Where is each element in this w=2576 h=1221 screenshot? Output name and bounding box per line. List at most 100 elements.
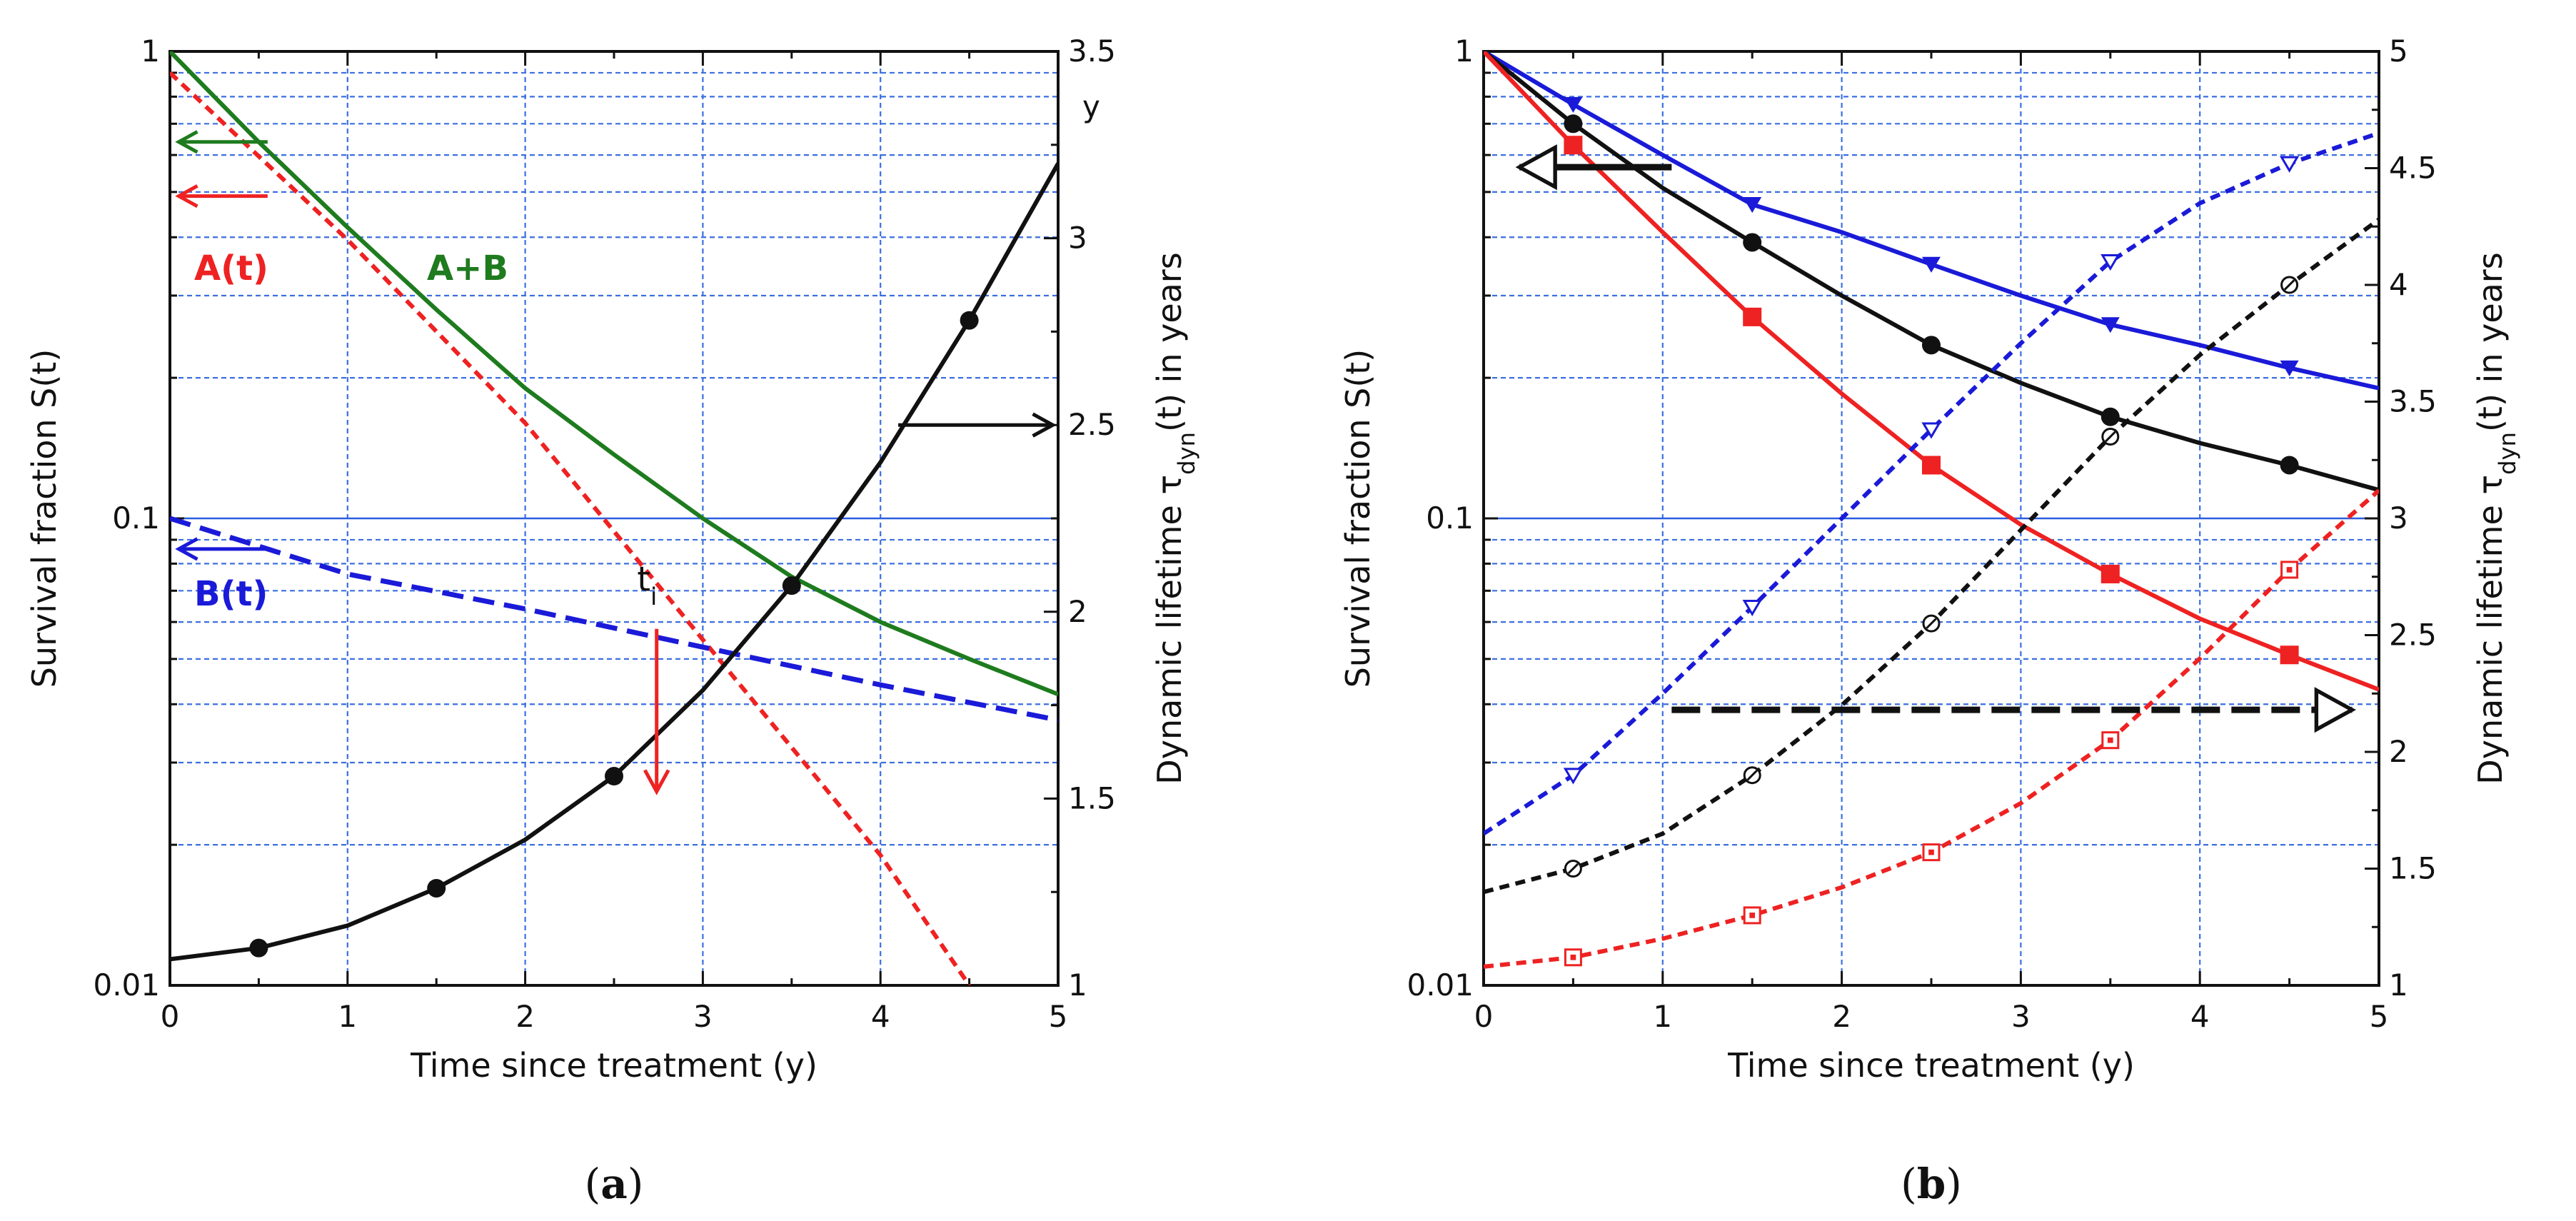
x-tick-label: 5 xyxy=(1049,999,1068,1034)
data-point xyxy=(1743,307,1762,326)
panel-a-chart: 0 1 2 3 4 5 0.01 0.1 1 1 1.5 2 2.5 3 3.5 y Time since tr… xyxy=(25,34,1200,1208)
series-line-a-t- xyxy=(170,71,972,985)
x-tick-label: 5 xyxy=(2370,999,2389,1034)
grid xyxy=(1484,51,2379,985)
data-point-dot xyxy=(1570,954,1576,960)
series-line-b-t- xyxy=(170,516,1058,723)
x-tick-label: 1 xyxy=(338,999,357,1034)
red-arrow-head xyxy=(175,184,198,208)
data-point-slash xyxy=(2105,431,2116,443)
y-right-tick-label: 5 xyxy=(2389,34,2408,69)
series-group xyxy=(1484,51,2379,969)
y-left-tick-label: 0.01 xyxy=(1407,968,1474,1003)
data-point xyxy=(1922,256,1941,273)
y-right-tick-label: 3 xyxy=(2389,501,2408,536)
x-tick-label: 1 xyxy=(1653,999,1672,1034)
y-right-axis-label: Dynamic lifetime τdyn(t) in years xyxy=(2471,252,2521,784)
data-point xyxy=(960,311,979,330)
x-axis-label: Time since treatment (y) xyxy=(410,1046,817,1085)
x-tick-label: 4 xyxy=(871,999,890,1034)
series-line-red-s-t- xyxy=(1484,51,2379,692)
x-tick-label: 2 xyxy=(1832,999,1851,1034)
data-point xyxy=(2279,156,2300,173)
data-point-dot xyxy=(2286,567,2293,573)
x-tick-label: 2 xyxy=(515,999,535,1034)
series-label-a-plus-b: A+B xyxy=(427,248,508,288)
x-tick-label: 0 xyxy=(1474,999,1494,1034)
data-point xyxy=(1743,233,1762,252)
x-axis-label: Time since treatment (y) xyxy=(1727,1046,2135,1085)
black-arrow-head xyxy=(1032,412,1057,438)
data-point xyxy=(2100,254,2120,271)
black-left-arrow-head xyxy=(1515,144,1557,191)
data-point xyxy=(2280,456,2299,475)
y-right-tick-label: 2.5 xyxy=(2389,618,2437,653)
data-point-dot xyxy=(2107,737,2113,743)
data-point-dot xyxy=(1749,913,1756,918)
series-line-red-dyn xyxy=(1484,488,2379,969)
y-right-tick-label: 2.5 xyxy=(1068,407,1116,442)
ticks xyxy=(1482,50,2380,987)
y-left-tick-label: 0.1 xyxy=(1426,501,1474,536)
y-right-tick-label: 1 xyxy=(2389,968,2408,1003)
y-right-tick-label: 1.5 xyxy=(2389,851,2437,886)
x-tick-label: 4 xyxy=(2190,999,2210,1034)
data-point-slash xyxy=(1567,863,1579,875)
series-line-a-b xyxy=(170,51,1058,697)
series-group xyxy=(170,51,1058,985)
series-label-b: B(t) xyxy=(194,574,268,614)
series-label-a: A(t) xyxy=(194,248,268,288)
data-point xyxy=(1563,768,1584,785)
x-tick-label: 3 xyxy=(2011,999,2031,1034)
ti-down-arrow-head xyxy=(643,769,670,795)
series-line-blue-dyn xyxy=(1484,131,2379,836)
data-point xyxy=(782,576,801,596)
x-tick-label: 0 xyxy=(161,999,180,1034)
y-left-tick-label: 0.01 xyxy=(93,968,160,1003)
panel-caption: (a) xyxy=(585,1160,644,1208)
blue-arrow-head xyxy=(175,537,198,561)
data-point-slash xyxy=(2283,279,2295,291)
data-point-slash xyxy=(1926,618,1937,629)
y-left-tick-label: 1 xyxy=(1454,34,1474,69)
data-point xyxy=(249,938,268,958)
data-point xyxy=(1564,96,1583,113)
data-point xyxy=(605,767,623,786)
y-right-tick-label: 1.5 xyxy=(1068,780,1116,815)
series-line-black-dyn xyxy=(1484,217,2379,895)
y-right-unit-label: y xyxy=(1082,89,1100,124)
y-right-tick-label: 4 xyxy=(2389,267,2408,302)
black-right-arrow-head xyxy=(2314,687,2356,733)
data-point-dot xyxy=(1928,849,1934,855)
y-left-axis-label: Survival fraction S(t) xyxy=(25,349,64,688)
data-point xyxy=(1742,599,1762,617)
y-left-tick-label: 1 xyxy=(141,34,160,69)
data-point xyxy=(1921,422,1941,439)
y-right-tick-label: 1 xyxy=(1068,968,1087,1003)
green-arrow-head xyxy=(175,130,198,154)
data-point xyxy=(2100,317,2120,333)
grid xyxy=(170,51,1058,985)
y-right-tick-label: 3 xyxy=(1068,221,1087,256)
data-point xyxy=(2280,645,2299,665)
y-right-tick-label: 2 xyxy=(1068,594,1087,629)
data-point xyxy=(1564,114,1583,134)
panel-caption: (b) xyxy=(1901,1160,1962,1208)
y-right-tick-label: 4.5 xyxy=(2389,151,2437,186)
ti-annotation: ti xyxy=(637,559,657,610)
y-left-axis-label: Survival fraction S(t) xyxy=(1339,349,1377,688)
y-left-tick-label: 0.1 xyxy=(112,501,160,536)
data-point-slash xyxy=(1746,770,1758,781)
y-right-axis-label: Dynamic lifetime τdyn(t) in years xyxy=(1150,252,1200,784)
data-point xyxy=(1922,456,1941,475)
data-point xyxy=(2100,564,2120,583)
data-point xyxy=(1743,197,1762,213)
data-point xyxy=(427,878,446,898)
y-right-tick-label: 3.5 xyxy=(2389,384,2437,419)
data-point xyxy=(1922,336,1941,355)
data-point xyxy=(2100,407,2120,426)
data-point xyxy=(2280,360,2299,376)
panel-b-chart: 0 1 2 3 4 5 0.01 0.1 1 1 1.5 2 2.5 3 3.5 4 4.5 5 Time sinc… xyxy=(1339,34,2521,1208)
x-tick-label: 3 xyxy=(693,999,713,1034)
